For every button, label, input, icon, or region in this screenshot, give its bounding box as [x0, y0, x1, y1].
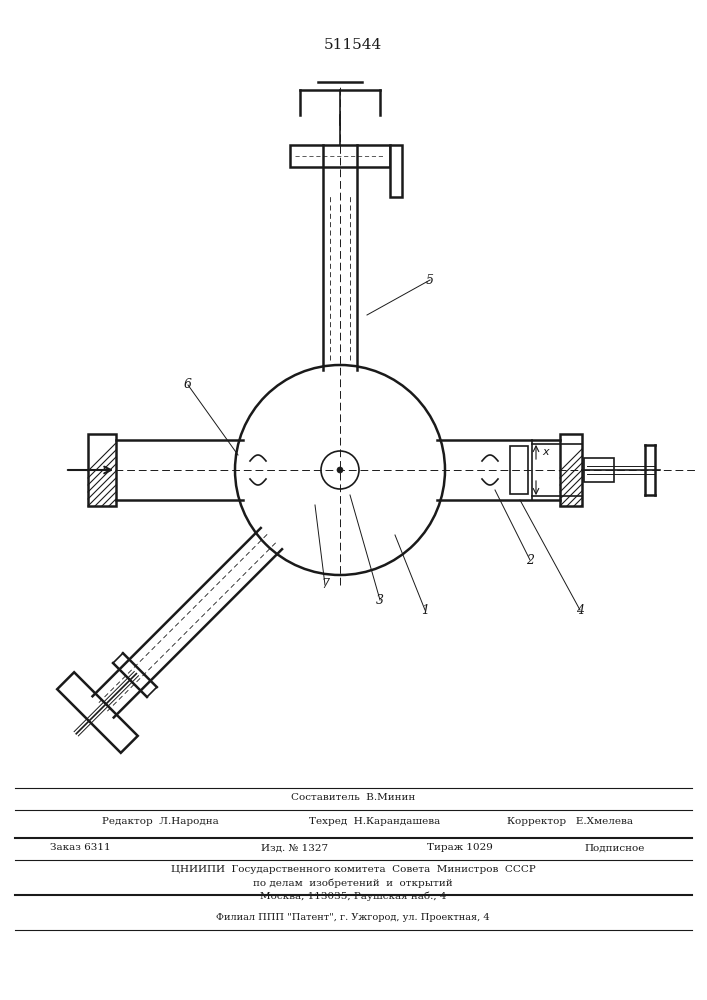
Text: по делам  изобретений  и  открытий: по делам изобретений и открытий: [253, 878, 452, 888]
Text: x: x: [542, 447, 549, 457]
Text: 6: 6: [184, 378, 192, 391]
Text: Составитель  В.Минин: Составитель В.Минин: [291, 794, 415, 802]
Text: 511544: 511544: [324, 38, 382, 52]
Text: Изд. № 1327: Изд. № 1327: [262, 844, 329, 852]
Circle shape: [321, 451, 359, 489]
Bar: [88, 434, 116, 506]
Text: 5: 5: [426, 273, 434, 286]
Text: Подписное: Подписное: [585, 844, 645, 852]
Bar: [290, 145, 390, 167]
Text: ЦНИИПИ  Государственного комитета  Совета  Министров  СССР: ЦНИИПИ Государственного комитета Совета …: [170, 865, 535, 874]
Circle shape: [337, 467, 343, 473]
Text: Техред  Н.Карандашева: Техред Н.Карандашева: [310, 818, 440, 826]
Bar: [390, 145, 402, 197]
Text: Филиал ППП "Патент", г. Ужгород, ул. Проектная, 4: Филиал ППП "Патент", г. Ужгород, ул. Про…: [216, 912, 490, 922]
Circle shape: [235, 365, 445, 575]
Bar: [584, 458, 614, 482]
Text: Москва, 113035, Раушская наб., 4: Москва, 113035, Раушская наб., 4: [259, 891, 446, 901]
Polygon shape: [57, 672, 138, 753]
Text: Тираж 1029: Тираж 1029: [427, 844, 493, 852]
Bar: [510, 446, 528, 494]
Text: Корректор   Е.Хмелева: Корректор Е.Хмелева: [507, 818, 633, 826]
Text: 1: 1: [421, 603, 429, 616]
Text: 2: 2: [526, 554, 534, 566]
Text: 7: 7: [321, 578, 329, 591]
Text: 3: 3: [376, 593, 384, 606]
Text: Заказ 6311: Заказ 6311: [49, 844, 110, 852]
Bar: [560, 434, 582, 506]
Text: 4: 4: [576, 603, 584, 616]
Text: Редактор  Л.Народна: Редактор Л.Народна: [102, 818, 218, 826]
